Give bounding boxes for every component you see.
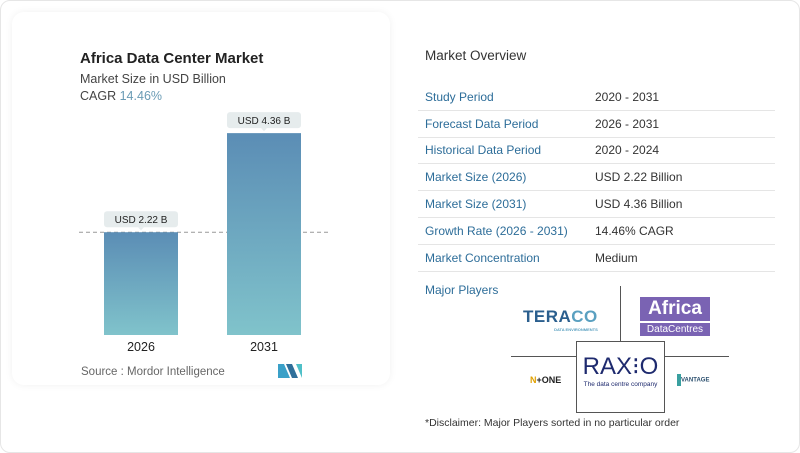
logo-teraco: TERACO DATA ENVIRONMENTS [523, 307, 598, 332]
data-label-bg [104, 211, 178, 228]
divider [620, 286, 621, 342]
bar-2031 [227, 133, 301, 335]
row-value: USD 2.22 Billion [595, 170, 683, 185]
data-label-pointer [138, 227, 144, 231]
row-label: Study Period [425, 89, 494, 104]
overview-row: Study Period 2020 - 2031 [418, 84, 775, 111]
row-label: Historical Data Period [425, 143, 542, 158]
bar-2026 [104, 232, 178, 335]
source-text: Source : Mordor Intelligence [81, 366, 225, 378]
logo-africa-datacentres: Africa DataCentres [640, 297, 710, 336]
disclaimer: *Disclaimer: Major Players sorted in no … [425, 417, 680, 429]
row-label: Market Size (2031) [425, 197, 527, 212]
market-overview-title: Market Overview [425, 48, 527, 63]
logo-n-one: N+ONE [530, 375, 562, 385]
row-value: 14.46% CAGR [595, 223, 674, 238]
major-players-title: Major Players [425, 283, 499, 297]
row-label: Market Concentration [425, 250, 540, 265]
row-label: Growth Rate (2026 - 2031) [425, 223, 568, 238]
divider [511, 356, 576, 357]
chart-subtitle: Market Size in USD Billion [80, 72, 226, 86]
chart-card [12, 12, 390, 385]
overview-row: Historical Data Period 2020 - 2024 [418, 138, 775, 165]
cagr-label: CAGR [80, 89, 117, 103]
row-value: USD 4.36 Billion [595, 197, 683, 212]
data-label-bg [227, 112, 301, 129]
row-value: 2026 - 2031 [595, 116, 660, 131]
overview-row: Market Size (2031) USD 4.36 Billion [418, 191, 775, 218]
logo-raxio: RAX⁝O The data centre company [576, 341, 665, 413]
overview-row: Market Size (2026) USD 2.22 Billion [418, 164, 775, 192]
data-label: USD 4.36 B [238, 116, 291, 127]
divider [665, 356, 729, 357]
chart-title: Africa Data Center Market [80, 50, 264, 67]
bar-chart: USD 2.22 B 2026 USD 4.36 B 2031 [79, 112, 328, 354]
mordor-logo-icon [278, 364, 302, 378]
overview-row: Market Concentration Medium [418, 245, 775, 272]
cagr-value: 14.46% [119, 89, 163, 103]
row-label: Market Size (2026) [425, 170, 527, 185]
data-label-pointer [261, 128, 267, 132]
row-label: Forecast Data Period [425, 116, 539, 131]
x-tick-label: 2026 [127, 340, 155, 354]
row-value: 2020 - 2024 [595, 143, 660, 158]
x-tick-label: 2031 [250, 340, 278, 354]
overview-row: Growth Rate (2026 - 2031) 14.46% CAGR [418, 218, 775, 245]
cagr: CAGR 14.46% [80, 89, 162, 103]
data-label: USD 2.22 B [115, 215, 168, 226]
row-value: Medium [595, 250, 638, 265]
overview-row: Forecast Data Period 2026 - 2031 [418, 111, 775, 138]
row-value: 2020 - 2031 [595, 89, 660, 104]
logo-vantage: VANTAGE [677, 374, 709, 386]
overview-table: Study Period 2020 - 2031 Forecast Data Per… [418, 84, 775, 272]
